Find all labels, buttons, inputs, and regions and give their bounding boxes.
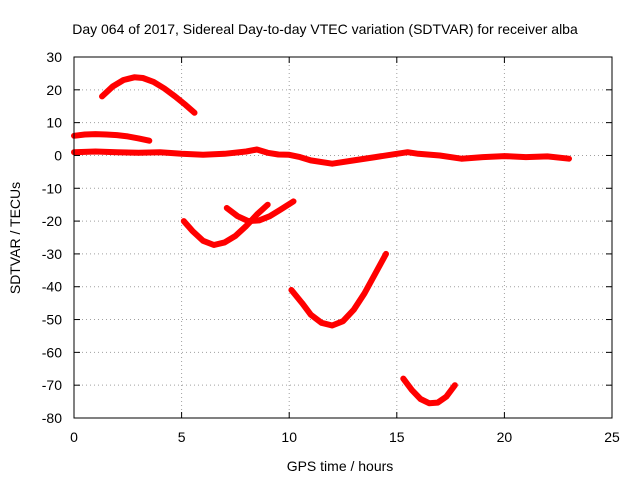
tick-labels: 0 5 10 15 20 25 30 20 10 0 -10 -20 -30 -40 -50 -60 -70 -8… <box>42 49 620 445</box>
y-tick-label: -70 <box>42 377 62 393</box>
y-axis-label: SDTVAR / TECUs <box>7 182 23 294</box>
y-tick-label: 0 <box>54 147 62 163</box>
y-tick-label: -50 <box>42 312 62 328</box>
plot-frame <box>73 56 613 419</box>
series-track-5 <box>223 198 297 225</box>
series-track-1 <box>99 74 198 116</box>
data-series <box>71 74 572 407</box>
y-tick-label: -80 <box>42 410 62 426</box>
y-tick-label: 20 <box>46 82 62 98</box>
x-tick-label: 0 <box>70 429 78 445</box>
x-tick-label: 5 <box>178 429 186 445</box>
x-tick-label: 25 <box>604 429 620 445</box>
grid-lines <box>74 57 612 418</box>
x-tick-label: 20 <box>497 429 513 445</box>
series-track-3 <box>71 146 572 167</box>
y-tick-label: -30 <box>42 246 62 262</box>
x-tick-label: 10 <box>281 429 297 445</box>
y-tick-label: 10 <box>46 115 62 131</box>
series-track-6 <box>288 250 389 329</box>
y-tick-label: -10 <box>42 180 62 196</box>
x-tick-label: 15 <box>389 429 405 445</box>
x-axis-label: GPS time / hours <box>287 458 394 474</box>
series-track-7 <box>400 375 458 407</box>
y-tick-label: 30 <box>46 49 62 65</box>
y-tick-label: -20 <box>42 213 62 229</box>
series-track-2 <box>71 131 153 144</box>
axis-ticks <box>73 56 613 419</box>
y-tick-label: -60 <box>42 344 62 360</box>
chart-title: Day 064 of 2017, Sidereal Day-to-day VTE… <box>72 21 578 37</box>
y-tick-label: -40 <box>42 279 62 295</box>
